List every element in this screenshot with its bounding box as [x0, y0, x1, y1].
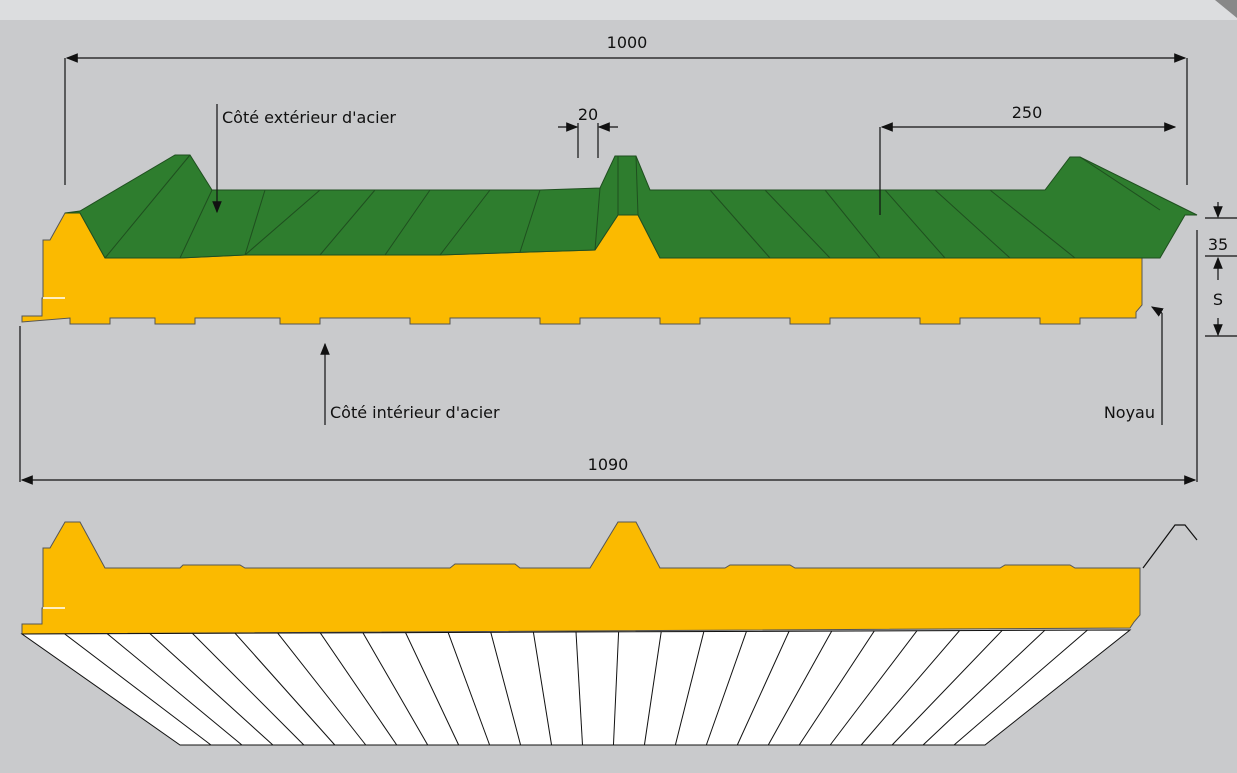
rib-line — [519, 189, 541, 253]
top-band — [0, 0, 1237, 20]
rib-line — [989, 189, 1076, 259]
rib-line — [860, 630, 960, 746]
rib-line — [192, 633, 305, 746]
rib-line — [319, 189, 376, 256]
rib-line — [767, 630, 833, 746]
rib-line — [674, 631, 705, 746]
rib-line — [824, 189, 881, 259]
rib-line — [709, 189, 771, 259]
label: Côté extérieur d'acier — [222, 108, 396, 127]
rib-line — [736, 631, 790, 746]
rib-line — [934, 189, 1011, 259]
rib-line — [953, 629, 1088, 746]
rib-line — [149, 633, 274, 746]
core-bottom-view — [21, 521, 1141, 635]
edge-hook — [1142, 524, 1198, 569]
rib-line — [319, 632, 398, 746]
rib-line — [798, 630, 875, 746]
rib-line — [405, 632, 460, 746]
rib-line — [891, 630, 1003, 746]
rib-line — [244, 189, 321, 256]
rib-line — [1079, 156, 1161, 211]
rib-line — [179, 189, 213, 259]
rib-line — [362, 632, 429, 746]
inner-rib-lines — [64, 629, 1088, 746]
rib-line — [575, 631, 583, 746]
rib-line — [705, 631, 747, 746]
rib-line — [884, 189, 946, 259]
dimension-label: S — [1213, 290, 1223, 309]
dimension-label: 250 — [1012, 103, 1043, 122]
rib-line — [106, 633, 243, 746]
rib-line — [829, 630, 918, 746]
dimension-label: 1090 — [588, 455, 629, 474]
dimension-label: 20 — [578, 105, 598, 124]
inner-steel — [20, 629, 1132, 746]
label: Noyau — [1104, 403, 1155, 422]
rib-line — [234, 632, 336, 746]
rib-line — [384, 189, 431, 256]
rib-line — [594, 187, 601, 251]
label: Côté intérieur d'acier — [330, 403, 500, 422]
rib-lines — [104, 154, 1161, 259]
dimension-label: 1000 — [607, 33, 648, 52]
rib-line — [104, 154, 191, 259]
rib-line — [64, 633, 212, 746]
rib-line — [643, 631, 662, 746]
dimension-label: 35 — [1208, 235, 1228, 254]
rib-line — [244, 189, 266, 256]
rib-line — [612, 631, 620, 746]
rib-line — [532, 632, 553, 746]
outer-steel — [64, 154, 1198, 259]
corner — [1215, 0, 1237, 18]
rib-line — [447, 632, 491, 746]
rib-line — [490, 632, 522, 746]
rib-line — [277, 632, 367, 746]
leader-line — [1150, 306, 1164, 317]
rib-line — [764, 189, 831, 259]
rib-line — [635, 155, 639, 216]
rib-line — [922, 629, 1046, 746]
rib-line — [439, 189, 491, 256]
